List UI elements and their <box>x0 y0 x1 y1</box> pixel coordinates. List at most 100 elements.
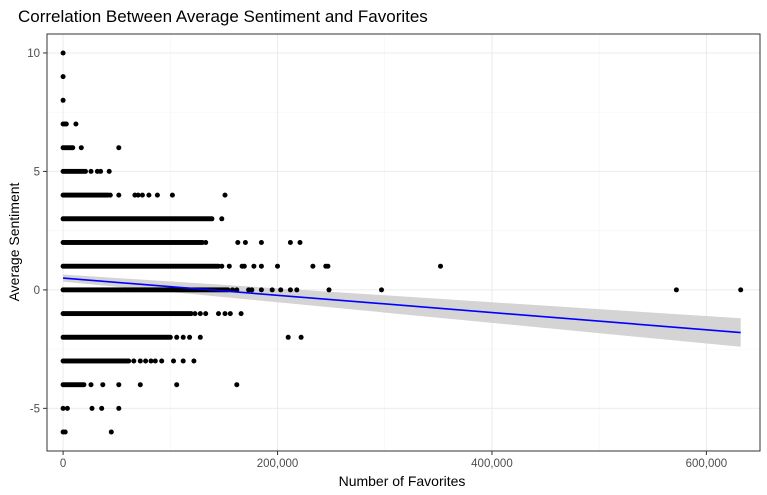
data-point <box>180 334 186 340</box>
data-point <box>294 287 300 293</box>
data-point <box>64 405 70 411</box>
data-point <box>234 382 240 388</box>
data-point <box>258 263 264 269</box>
data-point <box>116 405 122 411</box>
data-point <box>287 240 293 245</box>
data-point <box>325 263 331 269</box>
data-point <box>152 358 158 364</box>
data-point <box>100 382 106 388</box>
data-point <box>62 429 68 435</box>
data-point <box>148 358 154 364</box>
data-point <box>249 287 255 293</box>
data-point <box>116 145 122 151</box>
data-point <box>131 358 137 364</box>
data-point <box>216 311 221 317</box>
data-point <box>219 216 225 222</box>
data-point <box>108 429 114 435</box>
x-tick-label: 200,000 <box>257 458 299 470</box>
data-point <box>188 311 194 317</box>
data-point <box>222 192 228 198</box>
data-point <box>174 382 180 388</box>
y-tick-label: -5 <box>30 403 40 415</box>
data-point <box>180 358 186 364</box>
data-point <box>137 358 143 364</box>
data-point <box>126 358 132 364</box>
data-point <box>242 240 248 245</box>
data-point <box>278 287 284 293</box>
data-point <box>269 287 275 293</box>
trend-line-layer <box>63 277 741 334</box>
data-point <box>258 240 264 245</box>
data-point <box>167 334 173 340</box>
data-point <box>60 405 66 411</box>
data-point <box>197 334 203 340</box>
data-point <box>139 192 145 198</box>
data-point <box>275 263 280 269</box>
data-point <box>107 192 113 198</box>
data-point <box>137 382 143 388</box>
data-points <box>60 50 744 435</box>
data-point <box>187 334 193 340</box>
data-point <box>159 358 165 364</box>
y-axis-title: Average Sentiment <box>6 182 22 301</box>
data-point <box>326 287 332 293</box>
data-point <box>215 263 221 269</box>
data-point <box>60 97 66 103</box>
data-point <box>81 382 87 388</box>
y-tick-label: 5 <box>34 166 40 178</box>
data-point <box>298 334 304 340</box>
confidence-band-layer <box>63 274 741 347</box>
data-point <box>99 405 105 411</box>
data-point <box>297 240 303 245</box>
data-point <box>73 121 79 127</box>
confidence-band <box>63 274 741 347</box>
data-point <box>169 192 175 198</box>
data-point <box>143 358 149 364</box>
panel-border <box>46 33 761 452</box>
data-point <box>203 311 209 317</box>
data-point <box>285 334 291 340</box>
data-point <box>379 287 384 293</box>
chart-title: Correlation Between Average Sentiment an… <box>18 7 428 26</box>
y-tick-label: 0 <box>34 285 40 297</box>
y-tick-label: 10 <box>27 48 40 60</box>
data-point <box>738 287 744 293</box>
data-point <box>154 192 160 198</box>
data-point <box>116 192 122 198</box>
data-point <box>135 192 141 198</box>
x-tick-label: 600,000 <box>686 458 728 470</box>
data-point <box>226 263 232 269</box>
data-point <box>203 240 209 245</box>
data-point <box>191 358 197 364</box>
data-point <box>192 311 198 317</box>
data-point <box>174 334 180 340</box>
x-tick-label: 400,000 <box>471 458 513 470</box>
x-tick-label: 0 <box>60 458 66 470</box>
data-point <box>146 192 152 198</box>
data-point <box>222 311 228 317</box>
data-point <box>70 145 76 151</box>
trend-line <box>63 277 741 334</box>
data-point <box>227 311 233 317</box>
data-point <box>60 74 66 80</box>
data-point <box>63 121 69 127</box>
data-point <box>171 358 176 364</box>
data-point <box>197 311 203 317</box>
data-point <box>438 263 443 269</box>
data-point <box>219 263 225 269</box>
axes: 0 200,000 400,000 600,000 -5 0 5 10 <box>27 48 727 470</box>
data-point <box>673 287 679 293</box>
x-axis-title: Number of Favorites <box>339 473 466 489</box>
data-point <box>287 287 293 293</box>
data-point <box>235 240 241 245</box>
data-point <box>258 287 264 293</box>
data-point <box>241 263 247 269</box>
data-point <box>310 263 316 269</box>
data-point <box>106 168 112 174</box>
data-point <box>238 311 244 317</box>
data-point <box>98 168 104 174</box>
data-point <box>78 145 84 151</box>
data-point <box>89 405 95 411</box>
